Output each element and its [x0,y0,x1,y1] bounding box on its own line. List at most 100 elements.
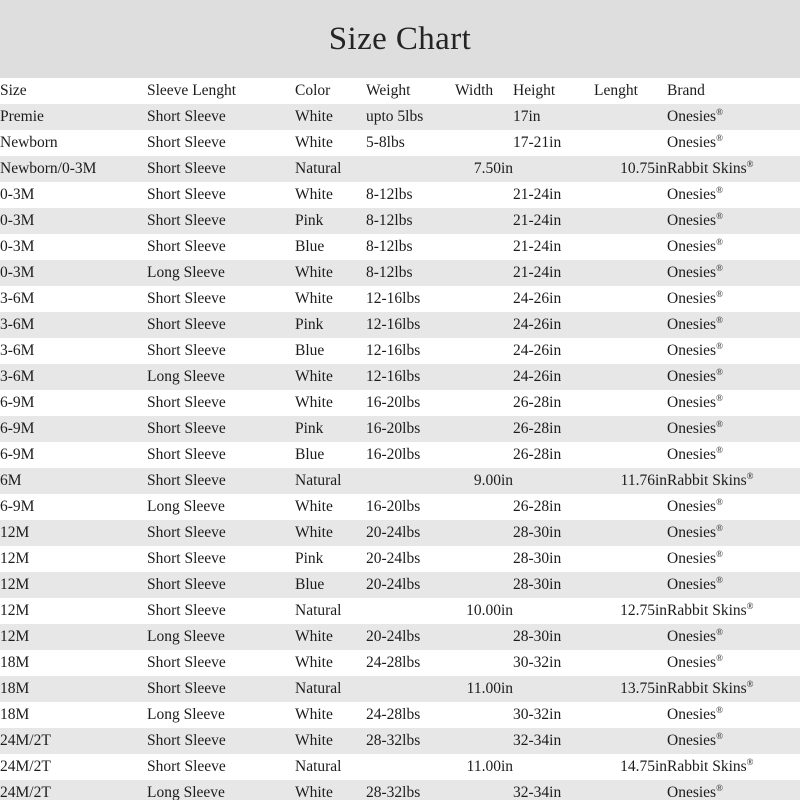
cell-brand: Onesies® [667,702,800,728]
cell-sleeve: Short Sleeve [147,104,295,130]
registered-trademark-icon: ® [716,652,723,663]
table-row: 3-6M Short Sleeve Pink 12-16lbs 24-26in Onesi… [0,312,800,338]
cell-weight [366,754,455,780]
cell-brand: Onesies® [667,338,800,364]
cell-sleeve: Short Sleeve [147,130,295,156]
cell-size: 0-3M [0,182,147,208]
cell-weight: 16-20lbs [366,494,455,520]
cell-color: White [295,520,366,546]
cell-weight [366,598,455,624]
cell-height [513,156,594,182]
cell-height: 24-26in [513,312,594,338]
cell-width: 9.00in [455,468,513,494]
cell-width [455,442,513,468]
cell-height: 32-34in [513,780,594,800]
cell-weight [366,676,455,702]
cell-color: White [295,286,366,312]
cell-color: Blue [295,572,366,598]
cell-height: 21-24in [513,260,594,286]
cell-width [455,650,513,676]
cell-weight: 8-12lbs [366,182,455,208]
registered-trademark-icon: ® [716,626,723,637]
registered-trademark-icon: ® [716,288,723,299]
cell-size: 6-9M [0,390,147,416]
cell-height: 21-24in [513,208,594,234]
cell-color: White [295,702,366,728]
cell-color: White [295,104,366,130]
cell-size: 3-6M [0,338,147,364]
cell-color: White [295,364,366,390]
cell-weight: 8-12lbs [366,260,455,286]
cell-size: 0-3M [0,208,147,234]
cell-height: 28-30in [513,624,594,650]
cell-lenght [594,364,667,390]
table-row: 18M Short Sleeve Natural 11.00in 13.75in Rabb… [0,676,800,702]
cell-size: 12M [0,572,147,598]
table-row: 0-3M Short Sleeve Blue 8-12lbs 21-24in Onesie… [0,234,800,260]
table-row: 12M Short Sleeve White 20-24lbs 28-30in Onesi… [0,520,800,546]
cell-lenght [594,286,667,312]
table-row: 6-9M Long Sleeve White 16-20lbs 26-28in Onesi… [0,494,800,520]
cell-brand: Onesies® [667,208,800,234]
cell-weight [366,156,455,182]
cell-color: Blue [295,442,366,468]
cell-width [455,234,513,260]
cell-color: Pink [295,546,366,572]
cell-sleeve: Short Sleeve [147,208,295,234]
cell-size: 24M/2T [0,780,147,800]
cell-sleeve: Short Sleeve [147,416,295,442]
cell-width: 7.50in [455,156,513,182]
cell-weight: 8-12lbs [366,208,455,234]
registered-trademark-icon: ® [716,132,723,143]
cell-color: Pink [295,312,366,338]
cell-color: White [295,390,366,416]
cell-sleeve: Short Sleeve [147,728,295,754]
registered-trademark-icon: ® [716,106,723,117]
cell-size: 6-9M [0,416,147,442]
cell-sleeve: Short Sleeve [147,442,295,468]
cell-height: 32-34in [513,728,594,754]
cell-brand: Onesies® [667,416,800,442]
registered-trademark-icon: ® [746,158,754,169]
cell-brand: Rabbit Skins® [667,468,800,494]
cell-size: Premie [0,104,147,130]
table-row: 6-9M Short Sleeve Pink 16-20lbs 26-28in Onesi… [0,416,800,442]
cell-lenght [594,312,667,338]
column-header-weight: Weight [366,78,455,104]
cell-color: White [295,130,366,156]
cell-lenght [594,572,667,598]
cell-width [455,260,513,286]
cell-width [455,390,513,416]
cell-color: Blue [295,234,366,260]
cell-lenght [594,260,667,286]
table-row: 18M Short Sleeve White 24-28lbs 30-32in Onesi… [0,650,800,676]
cell-sleeve: Short Sleeve [147,520,295,546]
table-row: 3-6M Long Sleeve White 12-16lbs 24-26in Onesi… [0,364,800,390]
cell-brand: Onesies® [667,442,800,468]
table-row: 0-3M Short Sleeve Pink 8-12lbs 21-24in Onesie… [0,208,800,234]
registered-trademark-icon: ® [716,340,723,351]
table-header-row: Size Sleeve Lenght Color Weight Width He… [0,78,800,104]
cell-height: 21-24in [513,234,594,260]
cell-brand: Onesies® [667,364,800,390]
cell-height [513,676,594,702]
registered-trademark-icon: ® [746,470,754,481]
cell-weight: 12-16lbs [366,338,455,364]
cell-width [455,520,513,546]
table-row: 6M Short Sleeve Natural 9.00in 11.76in Rabbit… [0,468,800,494]
table-body: Premie Short Sleeve White upto 5lbs 17in Ones… [0,104,800,800]
cell-brand: Onesies® [667,390,800,416]
cell-sleeve: Short Sleeve [147,468,295,494]
table-row: 0-3M Short Sleeve White 8-12lbs 21-24in Onesi… [0,182,800,208]
registered-trademark-icon: ® [716,730,723,741]
cell-lenght [594,546,667,572]
cell-brand: Onesies® [667,650,800,676]
cell-width [455,182,513,208]
cell-brand: Rabbit Skins® [667,676,800,702]
cell-weight: upto 5lbs [366,104,455,130]
cell-lenght [594,442,667,468]
cell-sleeve: Short Sleeve [147,572,295,598]
cell-color: White [295,494,366,520]
cell-lenght: 12.75in [594,598,667,624]
